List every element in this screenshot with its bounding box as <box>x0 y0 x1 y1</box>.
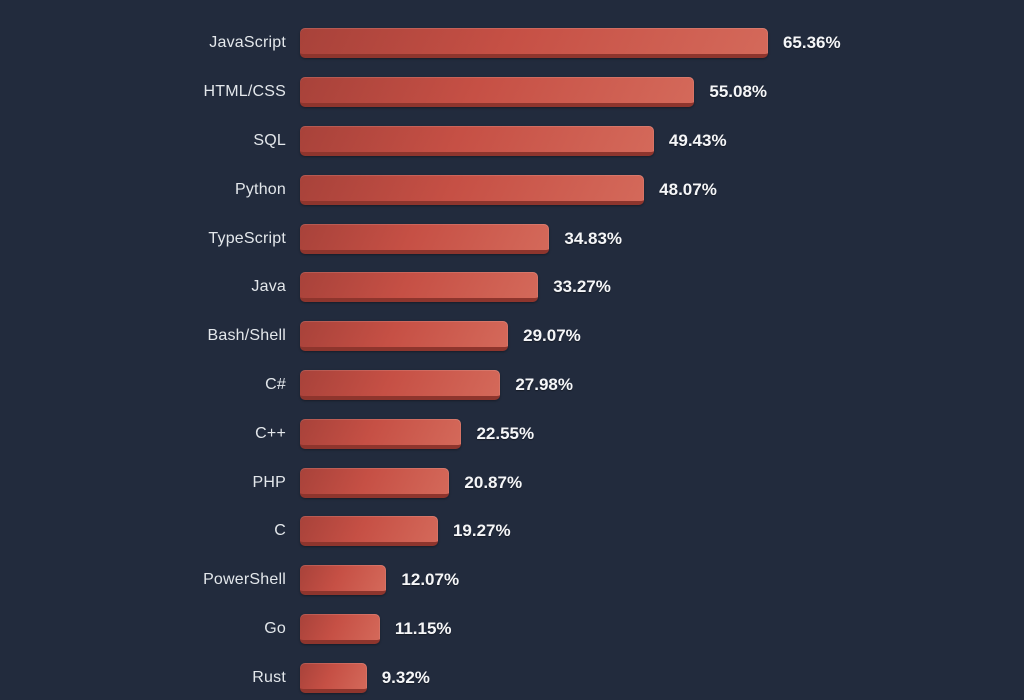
bar <box>300 125 654 156</box>
category-label: JavaScript <box>209 34 286 52</box>
chart-row: Rust 9.32% <box>0 653 1024 700</box>
bar <box>300 28 768 59</box>
category-label: Rust <box>252 668 286 686</box>
chart-row: C# 27.98% <box>0 361 1024 410</box>
category-label: SQL <box>253 131 286 149</box>
bar-area: 22.55% <box>300 418 1024 449</box>
chart-row: C++ 22.55% <box>0 409 1024 458</box>
chart-row: SQL 49.43% <box>0 117 1024 166</box>
category-label: Python <box>234 180 286 198</box>
category-label: C++ <box>255 424 286 442</box>
value-label: 11.15% <box>394 618 452 638</box>
category-label: Go <box>264 619 286 637</box>
category-label: HTML/CSS <box>203 83 286 101</box>
chart-row: C 19.27% <box>0 507 1024 556</box>
bar <box>300 662 367 693</box>
value-label: 12.07% <box>401 570 460 590</box>
category-label: TypeScript <box>208 229 286 247</box>
value-label: 9.32% <box>381 667 430 687</box>
bar-area: 27.98% <box>300 369 1024 400</box>
value-label: 20.87% <box>464 472 523 492</box>
category-label: C# <box>265 375 286 393</box>
bar-area: 12.07% <box>300 565 1024 596</box>
bar-area: 48.07% <box>300 174 1024 205</box>
value-label: 29.07% <box>523 326 581 346</box>
value-label: 55.08% <box>709 82 768 102</box>
value-label: 49.43% <box>668 130 727 150</box>
bar-area: 55.08% <box>300 77 1024 108</box>
bar-area: 29.07% <box>300 321 1024 352</box>
bar-area: 9.32% <box>300 662 1024 693</box>
chart-row: Python 48.07% <box>0 165 1024 214</box>
value-label: 22.55% <box>476 423 535 443</box>
bar-area: 19.27% <box>300 516 1024 547</box>
value-label: 33.27% <box>553 277 611 297</box>
value-label: 27.98% <box>515 374 573 394</box>
value-label: 34.83% <box>564 228 623 248</box>
category-label: Bash/Shell <box>207 327 286 345</box>
value-label: 48.07% <box>659 179 717 199</box>
chart-row: PowerShell 12.07% <box>0 556 1024 605</box>
bar <box>300 369 501 400</box>
bar <box>300 613 380 644</box>
bar <box>300 77 695 108</box>
chart-row: Go 11.15% <box>0 605 1024 654</box>
chart-row: TypeScript 34.83% <box>0 214 1024 263</box>
bar <box>300 223 550 254</box>
bar <box>300 565 387 596</box>
chart-row: Java 33.27% <box>0 263 1024 312</box>
bar-area: 49.43% <box>300 125 1024 156</box>
bar-area: 65.36% <box>300 28 1024 59</box>
bar-area: 33.27% <box>300 272 1024 303</box>
bar-area: 11.15% <box>300 613 1024 644</box>
value-label: 65.36% <box>782 33 841 53</box>
bar <box>300 467 450 498</box>
value-label: 19.27% <box>452 521 511 541</box>
bar-area: 20.87% <box>300 467 1024 498</box>
chart-row: PHP 20.87% <box>0 458 1024 507</box>
bar <box>300 418 462 449</box>
bar <box>300 272 539 303</box>
chart-row: JavaScript 65.36% <box>0 19 1024 68</box>
category-label: PowerShell <box>203 571 286 589</box>
bar-area: 34.83% <box>300 223 1024 254</box>
chart-row: HTML/CSS 55.08% <box>0 68 1024 117</box>
bar <box>300 516 438 547</box>
bar <box>300 174 645 205</box>
category-label: C <box>274 522 286 540</box>
category-label: PHP <box>252 473 286 491</box>
category-label: Java <box>251 278 286 296</box>
chart-row: Bash/Shell 29.07% <box>0 312 1024 361</box>
bar <box>300 321 509 352</box>
